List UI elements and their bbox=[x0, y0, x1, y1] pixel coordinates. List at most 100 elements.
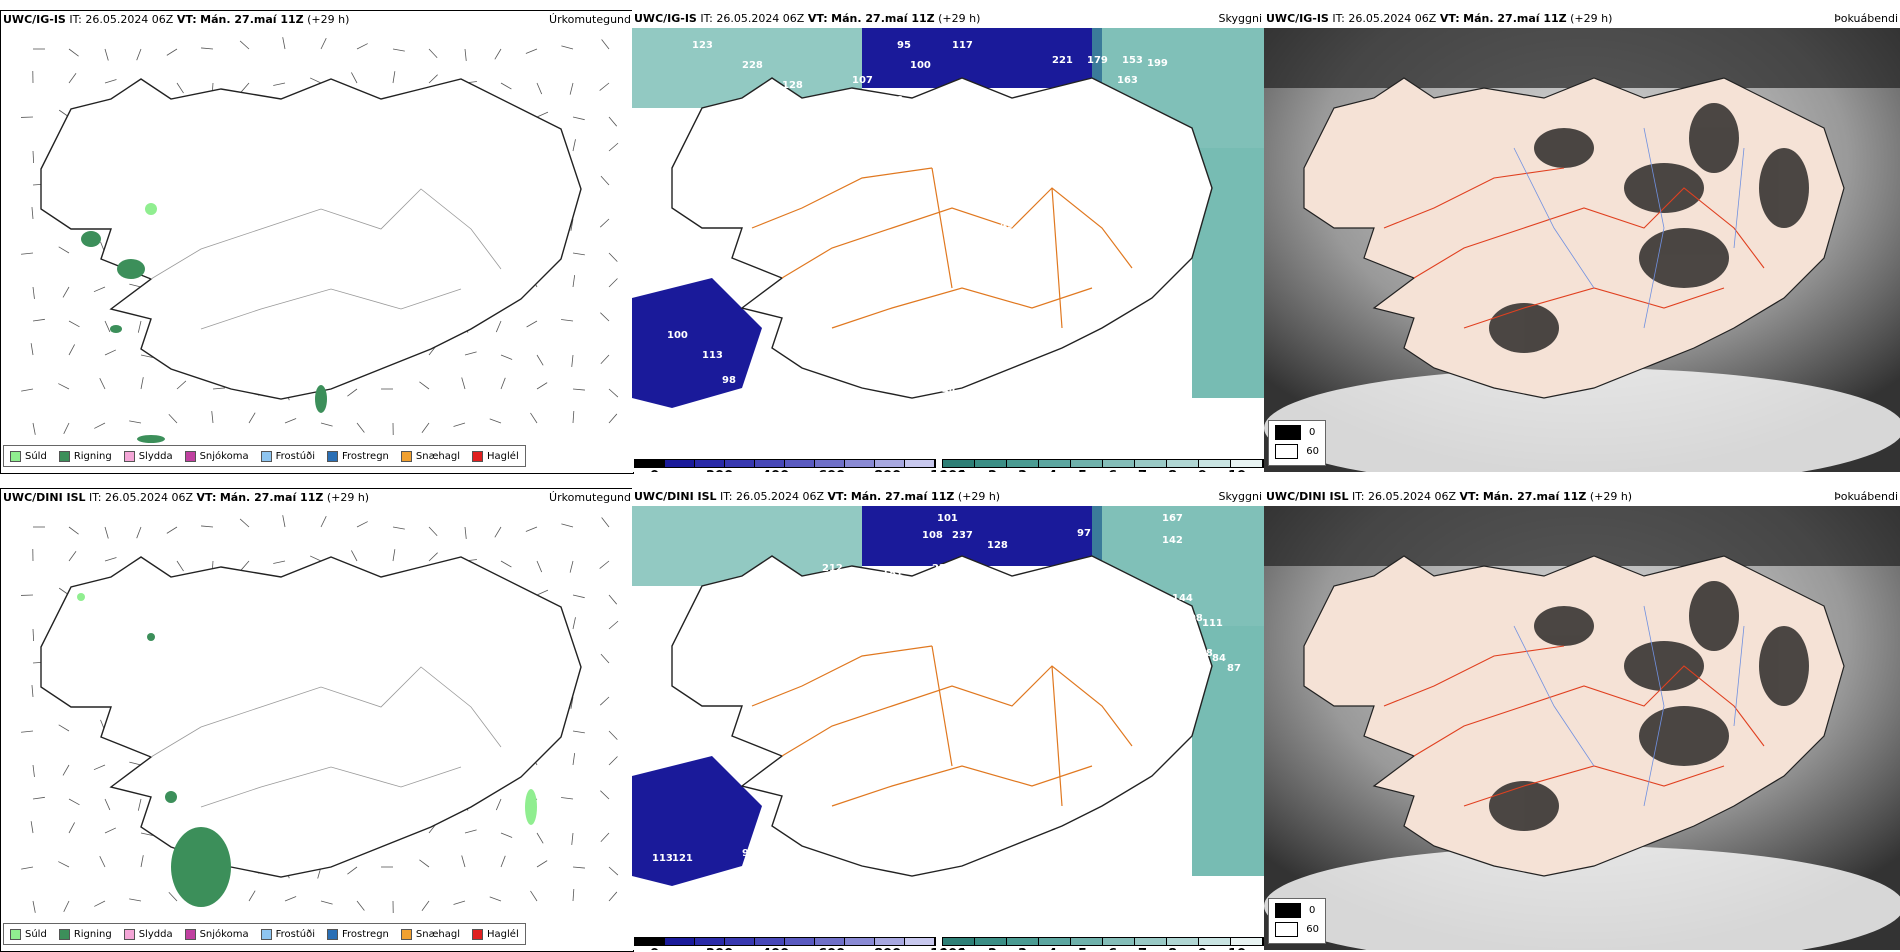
wind-barb bbox=[94, 765, 105, 770]
visibility-value: 108 bbox=[1192, 648, 1213, 659]
iceland-precip-map[interactable] bbox=[1, 507, 633, 927]
wind-barb bbox=[561, 524, 573, 527]
wind-barb bbox=[602, 40, 609, 49]
legend-item: Snæhagl bbox=[401, 929, 460, 940]
wind-barb bbox=[609, 389, 618, 397]
wind-barb bbox=[21, 389, 33, 391]
wind-barb bbox=[490, 897, 501, 901]
wind-barb bbox=[573, 117, 585, 120]
wind-barb bbox=[351, 550, 357, 561]
iceland-fog-map[interactable] bbox=[1264, 506, 1900, 950]
precip-area bbox=[117, 259, 145, 279]
wind-barb bbox=[213, 388, 225, 389]
colorbar-tick: 2 bbox=[988, 469, 997, 472]
wind-barb bbox=[357, 901, 364, 910]
wind-barb bbox=[561, 798, 573, 799]
wind-barb bbox=[600, 219, 609, 227]
visibility-colorbar-m: m 02004006008001000 bbox=[634, 459, 936, 468]
wind-barb bbox=[422, 901, 429, 911]
wind-barb bbox=[526, 49, 537, 53]
legend-label: Snjókoma bbox=[200, 451, 249, 462]
wind-barb bbox=[100, 378, 105, 389]
visibility-value: 99 bbox=[742, 848, 756, 859]
wind-barb bbox=[105, 799, 110, 810]
visibility-value: 107 bbox=[852, 75, 873, 86]
wind-barb bbox=[33, 797, 45, 799]
wind-barb bbox=[33, 765, 34, 777]
wind-barb bbox=[609, 757, 617, 765]
wind-barb bbox=[573, 595, 585, 598]
wind-barb bbox=[169, 414, 177, 423]
visibility-value: 153 bbox=[1122, 55, 1143, 66]
wind-barb bbox=[138, 799, 141, 811]
wind-barb bbox=[530, 891, 537, 901]
colorbar-tick: 3 bbox=[1018, 469, 1027, 472]
fog-panel: UWC/DINI ISL IT: 26.05.2024 06Z VT: Mán.… bbox=[1264, 488, 1900, 950]
panel-title: UWC/DINI ISL IT: 26.05.2024 06Z VT: Mán.… bbox=[1266, 490, 1632, 503]
wind-barb bbox=[201, 48, 213, 49]
wind-barb bbox=[33, 319, 45, 321]
wind-barb bbox=[21, 731, 33, 732]
visibility-value: 228 bbox=[742, 60, 763, 71]
wind-barb bbox=[422, 423, 429, 433]
field-name: Þokuábendi bbox=[1834, 490, 1898, 503]
wind-barb bbox=[105, 527, 108, 539]
wind-barb bbox=[465, 352, 477, 355]
fog-panel: UWC/IG-IS IT: 26.05.2024 06Z VT: Mán. 27… bbox=[1264, 10, 1900, 472]
visibility-colorbar-km: km 12345678910 bbox=[942, 937, 1264, 946]
precip-area bbox=[171, 827, 231, 907]
wind-barb bbox=[21, 253, 33, 254]
wind-barb bbox=[94, 423, 105, 428]
wind-barb bbox=[602, 518, 609, 527]
wind-barb bbox=[137, 527, 141, 538]
precip-area bbox=[137, 435, 165, 443]
wind-barb bbox=[465, 527, 466, 539]
wind-barb bbox=[321, 423, 333, 426]
wind-barb bbox=[537, 383, 547, 389]
iceland-precip-map[interactable] bbox=[1, 29, 633, 449]
wind-barb bbox=[31, 821, 33, 833]
wind-barb bbox=[527, 321, 537, 327]
visibility-value: 181 bbox=[882, 568, 903, 579]
wind-barb bbox=[609, 621, 618, 629]
precip-area bbox=[165, 791, 177, 803]
wind-barb bbox=[609, 279, 617, 287]
legend-label: Snæhagl bbox=[416, 929, 460, 940]
wind-barb bbox=[105, 350, 116, 355]
wind-barb bbox=[100, 856, 105, 867]
wind-barb bbox=[105, 49, 108, 61]
visibility-value: 82 bbox=[877, 593, 891, 604]
visibility-value: 100 bbox=[667, 330, 688, 341]
wind-barb bbox=[561, 46, 573, 49]
wind-barb bbox=[21, 867, 33, 869]
wind-barb bbox=[601, 355, 609, 364]
iceland-coastline bbox=[41, 79, 581, 399]
wind-barb bbox=[393, 527, 405, 529]
colorbar-tick: 10 bbox=[1228, 469, 1246, 472]
wind-barb bbox=[601, 654, 609, 663]
wind-barb bbox=[609, 117, 617, 126]
wind-barb bbox=[454, 423, 465, 427]
wind-barb bbox=[572, 833, 573, 845]
wind-barb bbox=[31, 343, 33, 355]
wind-barb bbox=[273, 561, 285, 563]
wind-barb bbox=[357, 44, 368, 49]
colorbar-tick: 0 bbox=[650, 469, 659, 472]
legend-label: Rigning bbox=[74, 451, 112, 462]
iceland-fog-map[interactable] bbox=[1264, 28, 1900, 472]
legend-item: Slydda bbox=[124, 451, 173, 462]
wind-barb bbox=[58, 384, 69, 389]
wind-barb bbox=[129, 421, 141, 423]
visibility-value: 144 bbox=[1172, 593, 1193, 604]
wind-barb bbox=[419, 382, 429, 389]
visibility-value: 84 bbox=[864, 135, 878, 146]
wind-barb bbox=[321, 901, 333, 904]
precip-area bbox=[315, 385, 327, 413]
wind-barb bbox=[570, 561, 573, 573]
legend-swatch bbox=[472, 929, 483, 940]
field-name: Úrkomutegund bbox=[549, 491, 631, 504]
visibility-value: 108 bbox=[742, 888, 763, 899]
legend-label: Frostúði bbox=[276, 929, 315, 940]
